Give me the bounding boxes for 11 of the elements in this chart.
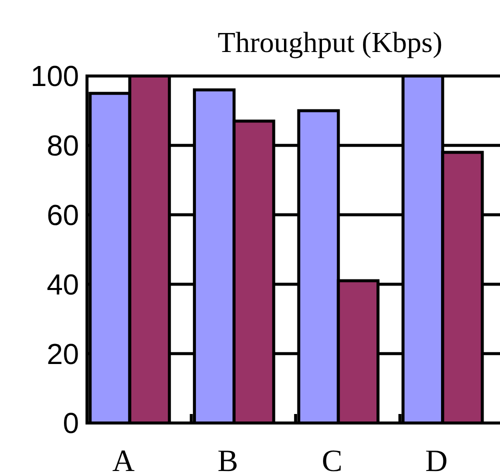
x-tick-label: B	[217, 443, 238, 476]
x-tick-label: A	[112, 443, 136, 476]
y-tick-label: 40	[46, 269, 79, 302]
y-tick-label: 100	[30, 61, 79, 94]
y-tick-label: 0	[62, 408, 79, 440]
y-tick-label: 80	[46, 130, 79, 163]
y-tick-label: 20	[46, 338, 79, 371]
y-tick-label: 60	[46, 200, 79, 232]
x-tick-label: D	[425, 443, 448, 476]
x-tick-label: C	[322, 443, 342, 476]
chart-title: Throughput (Kbps)	[218, 27, 442, 59]
